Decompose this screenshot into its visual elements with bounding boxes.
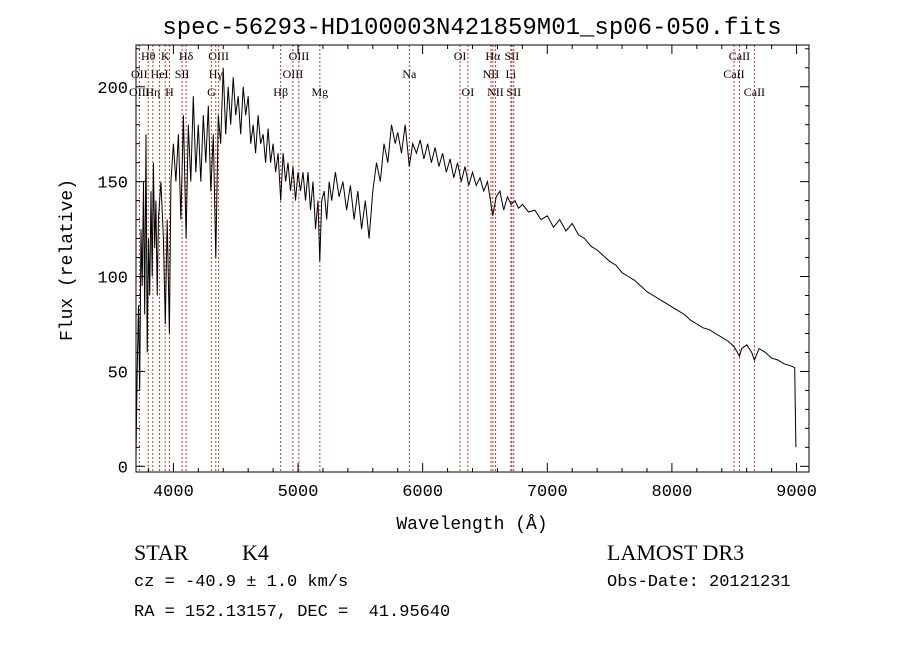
y-tick-label: 100 — [97, 270, 128, 289]
y-tick-label: 0 — [118, 459, 128, 478]
spectral-line-label: NII — [487, 85, 504, 99]
x-tick-label: 7000 — [527, 483, 568, 502]
spectral-line-label: Hδ — [179, 49, 194, 63]
spectral-line-label: SII — [175, 67, 190, 81]
spectral-line-label: Hη — [145, 85, 160, 99]
y-axis-label: Flux (relative) — [58, 179, 78, 341]
flux-series-line — [135, 67, 797, 457]
y-tick-label: 50 — [108, 364, 128, 383]
spectral-line-label: OI — [462, 85, 475, 99]
spectral-line-label: SII — [505, 49, 520, 63]
spectral-line-label: Na — [402, 67, 417, 81]
spectral-line-label: CaII — [744, 85, 765, 99]
spectral-line-label: NII — [483, 67, 500, 81]
x-tick-label: 5000 — [278, 483, 319, 502]
spectral-line-label: Hα — [485, 49, 501, 63]
spectral-line-label: OIII — [129, 85, 150, 99]
axis-ticks: 4000 5000 6000 7000 8000 9000 0 50 100 150 200 — [97, 45, 817, 502]
spectral-line-label: Mg — [311, 85, 328, 99]
spectral-line-label: Hθ — [141, 49, 156, 63]
spectral-line-label: OI — [454, 49, 467, 63]
x-tick-label: 4000 — [153, 483, 194, 502]
y-tick-label: 200 — [97, 80, 128, 99]
observation-date: Obs-Date: 20121231 — [607, 573, 791, 592]
spectral-line-label: Hγ — [209, 67, 224, 81]
spectral-line-label: Li — [506, 67, 517, 81]
spectral-line-label: OIII — [283, 67, 304, 81]
spectral-line-label: H — [165, 85, 174, 99]
spectral-line-label: HeI — [151, 67, 169, 81]
spectral-line-label: CaII — [729, 49, 750, 63]
survey-name: LAMOST DR3 — [607, 540, 745, 565]
object-class: STAR — [134, 540, 189, 565]
spectral-line-label: G — [207, 85, 216, 99]
x-tick-label: 9000 — [776, 483, 817, 502]
spectral-line-label: OIII — [289, 49, 310, 63]
x-tick-label: 8000 — [652, 483, 693, 502]
y-tick-label: 150 — [97, 175, 128, 194]
spectral-subclass: K4 — [242, 540, 269, 565]
redshift-value: cz = -40.9 ± 1.0 km/s — [134, 573, 349, 592]
spectral-line-label: K — [161, 49, 170, 63]
x-axis-label: Wavelength (Å) — [396, 514, 547, 535]
spectral-line-label: OII — [131, 67, 148, 81]
spectral-line-label: Hβ — [273, 85, 288, 99]
spectral-line-label: OIII — [208, 49, 229, 63]
spectral-line-label: SII — [506, 85, 521, 99]
x-tick-label: 6000 — [402, 483, 443, 502]
coordinates: RA = 152.13157, DEC = 41.95640 — [134, 603, 451, 622]
spectral-line-label: CaII — [723, 67, 744, 81]
chart-title: spec-56293-HD100003N421859M01_sp06-050.f… — [162, 15, 781, 42]
